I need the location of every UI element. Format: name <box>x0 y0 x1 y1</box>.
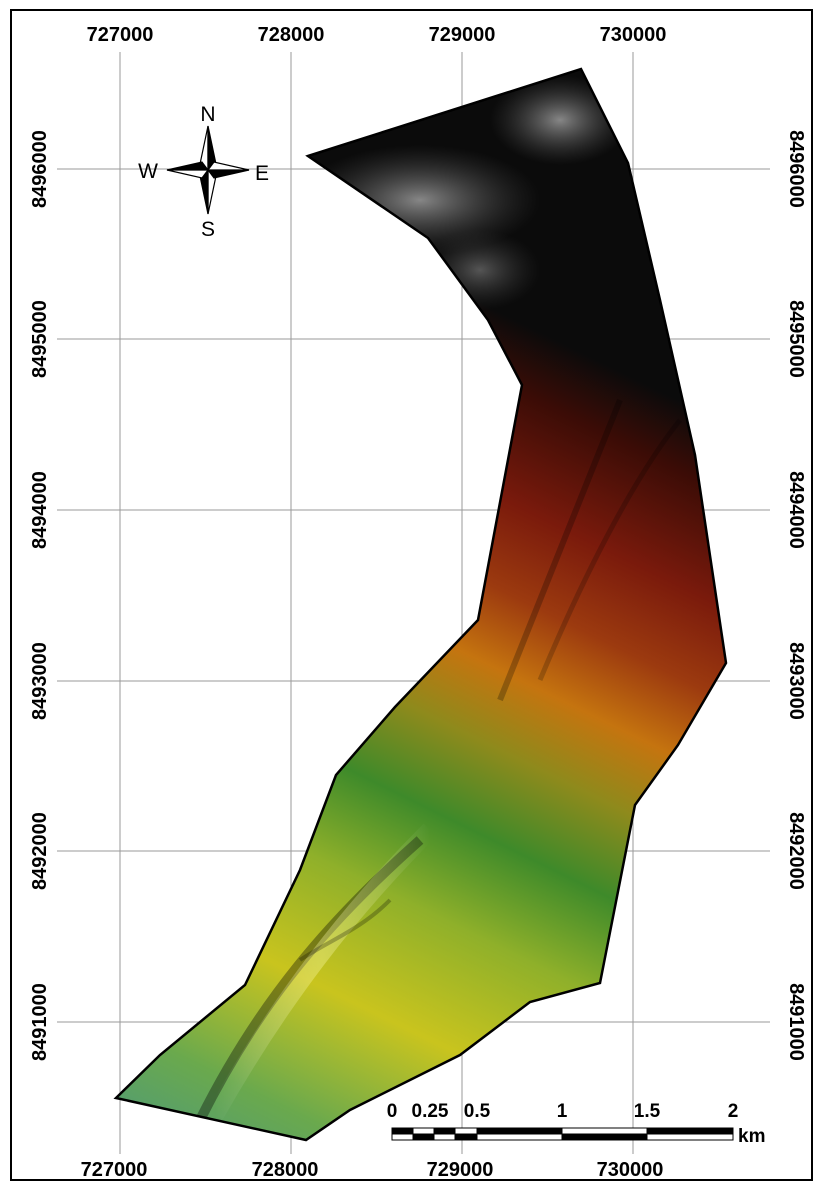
y-tick-label-left: 8492000 <box>29 812 51 890</box>
x-tick-label-bottom: 730000 <box>597 1159 664 1181</box>
terrain-outline <box>113 67 728 1142</box>
compass-south-label: S <box>201 218 215 241</box>
y-tick-label-right: 8493000 <box>785 642 807 720</box>
compass-west-label: W <box>138 160 158 183</box>
scale-label: 1 <box>557 1101 568 1122</box>
x-tick-label-top: 729000 <box>429 24 496 46</box>
y-tick-label-left: 8495000 <box>29 300 51 378</box>
scale-bar: 0 0.25 0.5 1 1.5 2 km <box>387 1101 766 1147</box>
compass-north-label: N <box>200 103 215 126</box>
scale-label: 1.5 <box>634 1101 661 1122</box>
x-tick-label-bottom: 729000 <box>427 1159 494 1181</box>
y-tick-label-left: 8491000 <box>29 983 51 1061</box>
compass-east-label: E <box>255 162 269 185</box>
left-y-labels: 8496000 8495000 8494000 8493000 8492000 … <box>29 130 51 1061</box>
scale-label: 0.25 <box>412 1101 449 1122</box>
x-tick-label-top: 730000 <box>600 24 667 46</box>
scale-unit-label: km <box>738 1126 765 1147</box>
terrain-fill <box>116 69 726 1140</box>
x-tick-label-top: 727000 <box>87 24 154 46</box>
scale-label: 0.5 <box>464 1101 491 1122</box>
scale-label: 2 <box>728 1101 739 1122</box>
scale-bar-segments <box>391 1127 734 1141</box>
y-tick-label-left: 8493000 <box>29 642 51 720</box>
y-tick-label-right: 8494000 <box>785 471 807 549</box>
x-tick-label-bottom: 728000 <box>252 1159 319 1181</box>
y-tick-label-right: 8496000 <box>785 130 807 208</box>
compass-rose-icon: N S W E <box>138 103 269 241</box>
y-tick-label-right: 8491000 <box>785 983 807 1061</box>
x-tick-label-top: 728000 <box>258 24 325 46</box>
bottom-x-labels: 727000 728000 729000 730000 <box>81 1159 664 1181</box>
right-y-labels: 8496000 8495000 8494000 8493000 8492000 … <box>785 130 807 1061</box>
y-tick-label-right: 8495000 <box>785 300 807 378</box>
y-tick-label-left: 8494000 <box>29 471 51 549</box>
y-tick-label-left: 8496000 <box>29 130 51 208</box>
x-tick-label-bottom: 727000 <box>81 1159 148 1181</box>
top-x-labels: 727000 728000 729000 730000 <box>87 24 667 46</box>
scale-label: 0 <box>387 1101 398 1122</box>
scale-bar-labels: 0 0.25 0.5 1 1.5 2 <box>387 1101 739 1122</box>
y-tick-label-right: 8492000 <box>785 812 807 890</box>
